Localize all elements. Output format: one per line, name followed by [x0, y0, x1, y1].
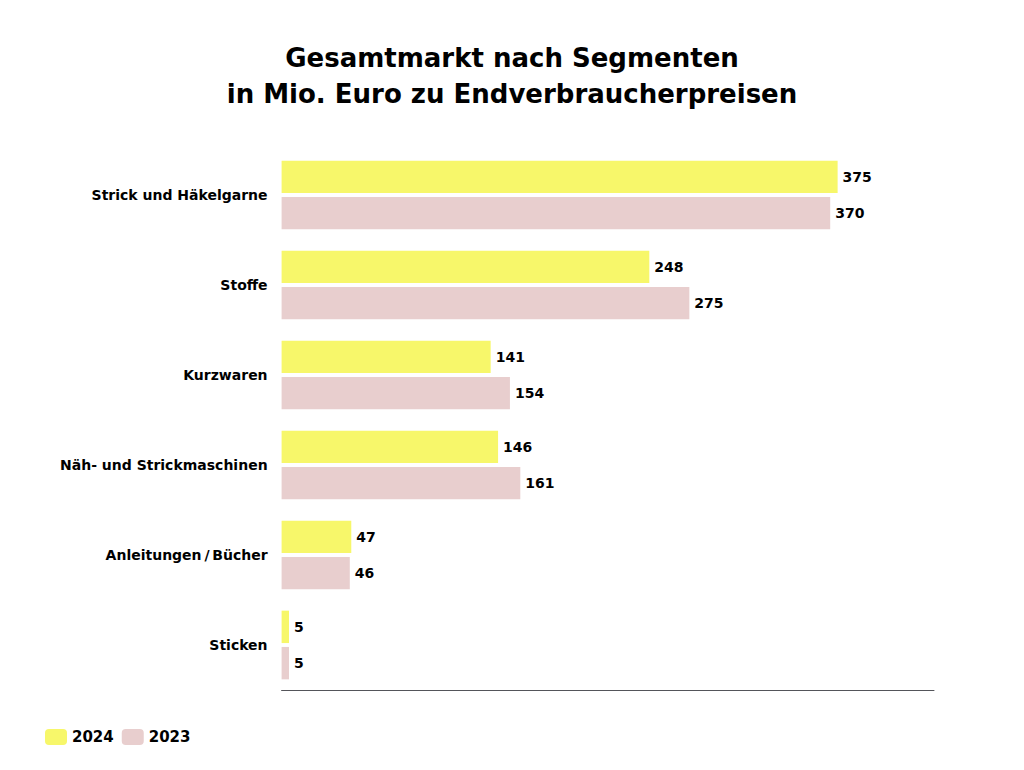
svg-text:275: 275 — [694, 295, 723, 311]
svg-text:Stoffe: Stoffe — [220, 277, 267, 293]
svg-text:141: 141 — [496, 349, 525, 365]
svg-text:Sticken: Sticken — [209, 637, 267, 653]
svg-text:2024: 2024 — [72, 728, 114, 746]
svg-text:146: 146 — [503, 439, 532, 455]
svg-text:Strick und Häkelgarne: Strick und Häkelgarne — [92, 187, 268, 203]
svg-text:Gesamtmarkt nach Segmenten: Gesamtmarkt nach Segmenten — [285, 43, 739, 73]
svg-text:161: 161 — [525, 475, 554, 491]
svg-text:5: 5 — [294, 619, 304, 635]
svg-text:46: 46 — [355, 565, 374, 581]
svg-text:Kurzwaren: Kurzwaren — [183, 367, 267, 383]
svg-text:370: 370 — [835, 205, 864, 221]
svg-text:in Mio. Euro zu Endverbraucher: in Mio. Euro zu Endverbraucherpreisen — [227, 79, 798, 109]
svg-text:47: 47 — [356, 529, 375, 545]
svg-text:2023: 2023 — [149, 728, 191, 746]
svg-text:Näh- und Strickmaschinen: Näh- und Strickmaschinen — [60, 457, 268, 473]
svg-text:375: 375 — [843, 169, 872, 185]
svg-text:154: 154 — [515, 385, 544, 401]
svg-text:5: 5 — [294, 655, 304, 671]
svg-text:Anleitungen / Bücher: Anleitungen / Bücher — [106, 547, 268, 563]
svg-text:248: 248 — [654, 259, 683, 275]
